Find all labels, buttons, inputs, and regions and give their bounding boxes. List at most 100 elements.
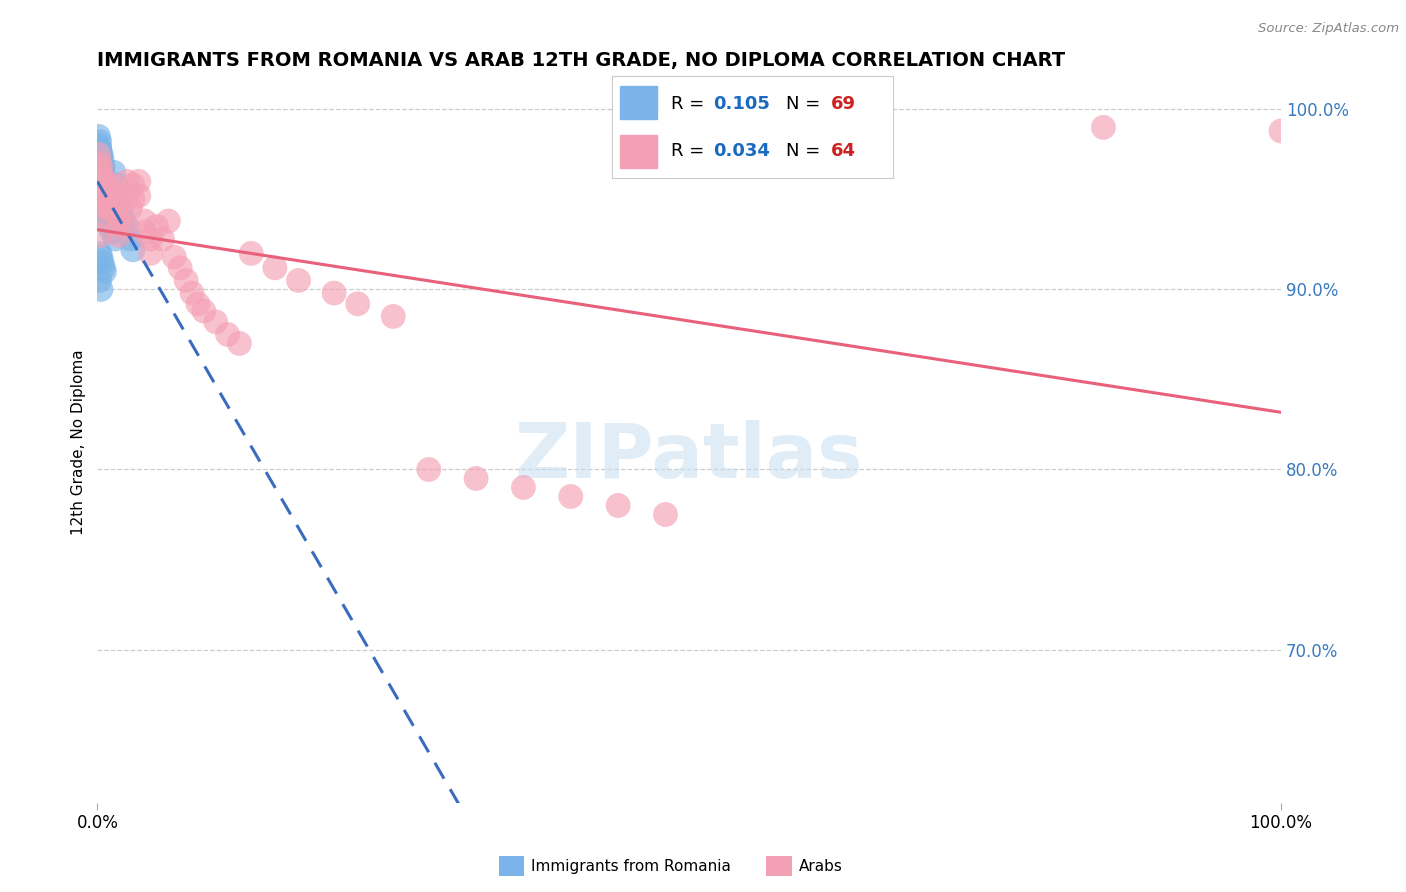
Immigrants from Romania [93,202,115,216]
Arabs [128,174,150,188]
Immigrants from Romania [93,188,115,202]
Arabs [91,170,114,185]
Immigrants from Romania [104,232,127,246]
Arabs [134,214,156,228]
Immigrants from Romania [100,196,122,211]
Immigrants from Romania [89,142,111,156]
Immigrants from Romania [94,178,117,192]
Arabs [264,260,287,275]
Immigrants from Romania [90,196,112,211]
Text: Source: ZipAtlas.com: Source: ZipAtlas.com [1258,22,1399,36]
Arabs [107,228,129,243]
Immigrants from Romania [115,219,138,234]
Immigrants from Romania [91,174,114,188]
Arabs [512,481,534,495]
Immigrants from Romania [107,188,129,202]
Immigrants from Romania [103,165,125,179]
Arabs [139,246,162,260]
Arabs [91,193,114,207]
Immigrants from Romania [93,193,115,207]
Arabs [287,273,309,287]
Text: ZIPatlas: ZIPatlas [515,420,863,494]
Immigrants from Romania [89,142,111,156]
Arabs [217,327,239,342]
Arabs [228,336,250,351]
Immigrants from Romania [90,186,112,201]
Immigrants from Romania [121,243,143,257]
Text: R =: R = [671,95,704,112]
Immigrants from Romania [91,160,114,174]
Immigrants from Romania [105,178,128,192]
Arabs [323,285,346,300]
Immigrants from Romania [91,183,114,197]
Text: N =: N = [786,142,820,160]
Immigrants from Romania [90,282,112,296]
Immigrants from Romania [90,147,112,161]
Immigrants from Romania [98,202,121,216]
Immigrants from Romania [91,181,114,195]
Immigrants from Romania [112,211,135,225]
Arabs [97,183,120,197]
Arabs [96,202,118,216]
Immigrants from Romania [91,174,114,188]
Immigrants from Romania [90,147,112,161]
Arabs [110,211,132,225]
Arabs [193,304,215,318]
Arabs [115,188,138,202]
Immigrants from Romania [90,250,112,264]
Immigrants from Romania [100,225,122,239]
Immigrants from Romania [89,273,111,287]
Immigrants from Romania [91,167,114,181]
Immigrants from Romania [110,200,132,214]
Text: N =: N = [786,95,820,112]
Immigrants from Romania [91,169,114,183]
Arabs [98,202,121,216]
Arabs [139,232,162,246]
FancyBboxPatch shape [620,87,657,119]
Immigrants from Romania [89,160,111,174]
Immigrants from Romania [96,183,118,197]
Immigrants from Romania [96,196,118,211]
Immigrants from Romania [90,156,112,170]
Arabs [181,285,204,300]
Arabs [121,193,143,207]
Immigrants from Romania [91,255,114,269]
Arabs [104,196,127,211]
Immigrants from Romania [90,169,112,183]
Arabs [104,207,127,221]
Text: 0.034: 0.034 [713,142,769,160]
Arabs [115,174,138,188]
Immigrants from Romania [94,200,117,214]
Arabs [112,219,135,234]
Immigrants from Romania [91,193,114,207]
Text: 0.105: 0.105 [713,95,769,112]
Arabs [145,219,167,234]
Arabs [120,202,142,216]
Arabs [1270,124,1292,138]
Arabs [240,246,263,260]
Arabs [465,471,488,485]
Arabs [89,156,111,170]
Immigrants from Romania [87,129,110,144]
Immigrants from Romania [89,165,111,179]
Immigrants from Romania [89,135,111,149]
Arabs [89,228,111,243]
Immigrants from Romania [87,147,110,161]
Arabs [121,178,143,192]
Immigrants from Romania [93,174,115,188]
Arabs [90,160,112,174]
Immigrants from Romania [91,188,114,202]
Text: 69: 69 [831,95,856,112]
Arabs [346,297,368,311]
Arabs [107,218,129,232]
Arabs [90,174,112,188]
Arabs [187,297,209,311]
Immigrants from Romania [97,188,120,202]
Arabs [93,186,115,201]
Arabs [163,250,186,264]
Immigrants from Romania [91,260,114,275]
Arabs [157,214,180,228]
Immigrants from Romania [93,183,115,197]
Immigrants from Romania [93,264,115,278]
Immigrants from Romania [91,165,114,179]
